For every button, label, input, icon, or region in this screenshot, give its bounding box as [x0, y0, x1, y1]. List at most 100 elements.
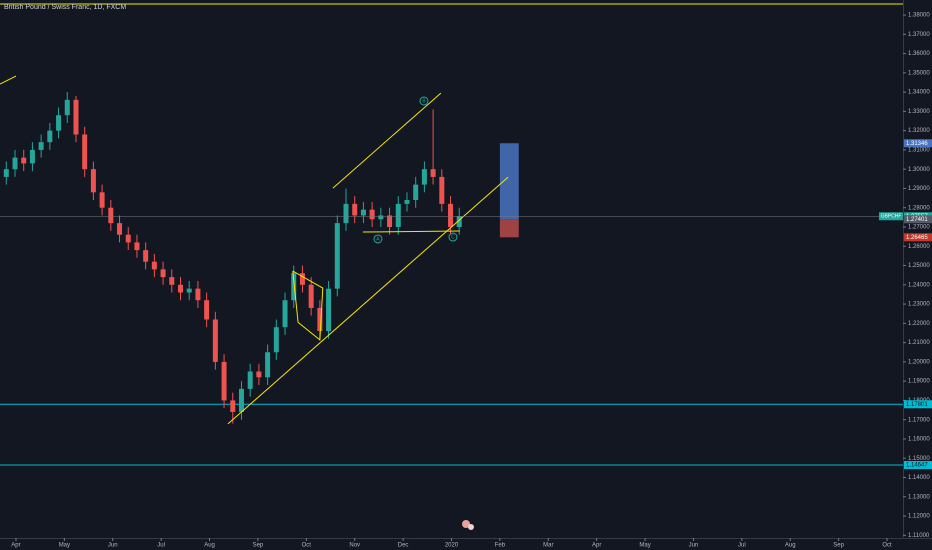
y-tick-label: 1.38000 [908, 13, 930, 19]
candle-body [421, 169, 427, 185]
y-tick-label: 1.15000 [908, 456, 930, 462]
position-loss [499, 219, 519, 238]
y-tick-label: 1.28000 [908, 205, 930, 211]
candle-body [12, 157, 18, 170]
x-tick-label: Apr [592, 543, 601, 549]
y-tick-label: 1.24000 [908, 282, 930, 288]
candle-body [326, 288, 332, 332]
candle-body [169, 277, 175, 285]
trendline [332, 92, 442, 189]
x-tick-label: Apr [11, 543, 20, 549]
candle-body [3, 169, 9, 177]
symbol-label: GBPCHF [881, 214, 902, 220]
price-tag-label: 1.27401 [906, 217, 928, 223]
x-tick-label: Sep [833, 543, 844, 549]
y-tick-label: 1.22000 [908, 321, 930, 327]
y-tick-label: 1.29000 [908, 186, 930, 192]
candle-body [186, 288, 192, 293]
price-tag [904, 215, 932, 224]
wave-label: A [376, 236, 380, 242]
symbol-tag [879, 212, 903, 221]
candle-body [29, 149, 35, 164]
emoji-icon[interactable] [462, 520, 470, 528]
x-tick-label: Sep [253, 543, 264, 549]
x-tick-label: May [639, 543, 650, 549]
wave-label: B [422, 98, 426, 104]
price-tag [904, 461, 932, 470]
candle-body [134, 242, 140, 251]
candle-body [195, 288, 201, 301]
y-tick-label: 1.19000 [908, 379, 930, 385]
price-tag-label: 1.26465 [906, 235, 928, 241]
y-tick-label: 1.33000 [908, 109, 930, 115]
emoji-icon[interactable] [468, 524, 474, 530]
candle-body [90, 169, 96, 193]
x-tick-label: 2020 [445, 543, 459, 549]
candle-body [117, 223, 123, 235]
candle-body [456, 216, 462, 227]
y-tick-label: 1.27000 [908, 225, 930, 231]
candle-body [343, 203, 349, 224]
price-tag-label: 1.17801 [906, 402, 928, 408]
y-tick-label: 1.20000 [908, 359, 930, 365]
candle-body [308, 284, 314, 308]
candle-body [378, 215, 384, 220]
chart-title: British Pound / Swiss Franc, 1D, FXCM [4, 4, 126, 11]
wave-marker [373, 234, 383, 244]
candle-body [125, 234, 131, 243]
y-tick-label: 1.16000 [908, 437, 930, 443]
x-tick-label: May [59, 543, 70, 549]
y-tick-label: 1.31000 [908, 147, 930, 153]
y-tick-label: 1.14000 [908, 475, 930, 481]
candle-body [212, 319, 218, 362]
candle-body [73, 99, 79, 135]
price-tag-label: 1.14647 [906, 463, 928, 469]
x-tick-label: Oct [882, 543, 892, 549]
candle-body [160, 269, 166, 278]
trendline [292, 270, 324, 341]
x-tick-label: Aug [785, 543, 796, 549]
candle-body [299, 273, 305, 285]
candle-body [64, 99, 70, 116]
candle-body [247, 371, 253, 389]
candle-body [439, 176, 445, 204]
y-tick-label: 1.36000 [908, 51, 930, 57]
price-tag [904, 400, 932, 409]
y-tick-label: 1.21000 [908, 340, 930, 346]
candle-body [265, 352, 271, 378]
candle-body [108, 207, 114, 224]
candle-body [143, 250, 149, 262]
candle-body [151, 261, 157, 270]
candle-body [273, 327, 279, 353]
y-tick-label: 1.32000 [908, 128, 930, 134]
candle-body [21, 157, 27, 164]
candle-body [413, 184, 419, 201]
candle-body [395, 203, 401, 227]
x-tick-label: Aug [204, 543, 215, 549]
candle-body [38, 142, 44, 150]
trendline [0, 75, 17, 85]
price-tag [904, 233, 932, 242]
y-tick-label: 1.34000 [908, 90, 930, 96]
x-tick-label: Jun [108, 543, 118, 549]
x-tick-label: Jun [689, 543, 699, 549]
candle-body [352, 203, 358, 216]
wave-marker [448, 232, 458, 242]
price-tag [904, 139, 932, 148]
candle-body [230, 400, 236, 412]
x-tick-label: Nov [349, 543, 360, 549]
candle-body [47, 130, 53, 143]
candle-body [334, 223, 340, 289]
y-tick-label: 1.23000 [908, 302, 930, 308]
trendline [227, 176, 509, 425]
candle-body [221, 361, 227, 401]
price-tag-label: 1.31346 [906, 141, 928, 147]
y-tick-label: 1.25000 [908, 263, 930, 269]
candle-body [317, 307, 323, 332]
x-tick-label: Jul [738, 543, 746, 549]
wave-marker [419, 96, 429, 106]
candle-body [82, 134, 88, 170]
candle-body [238, 388, 244, 412]
